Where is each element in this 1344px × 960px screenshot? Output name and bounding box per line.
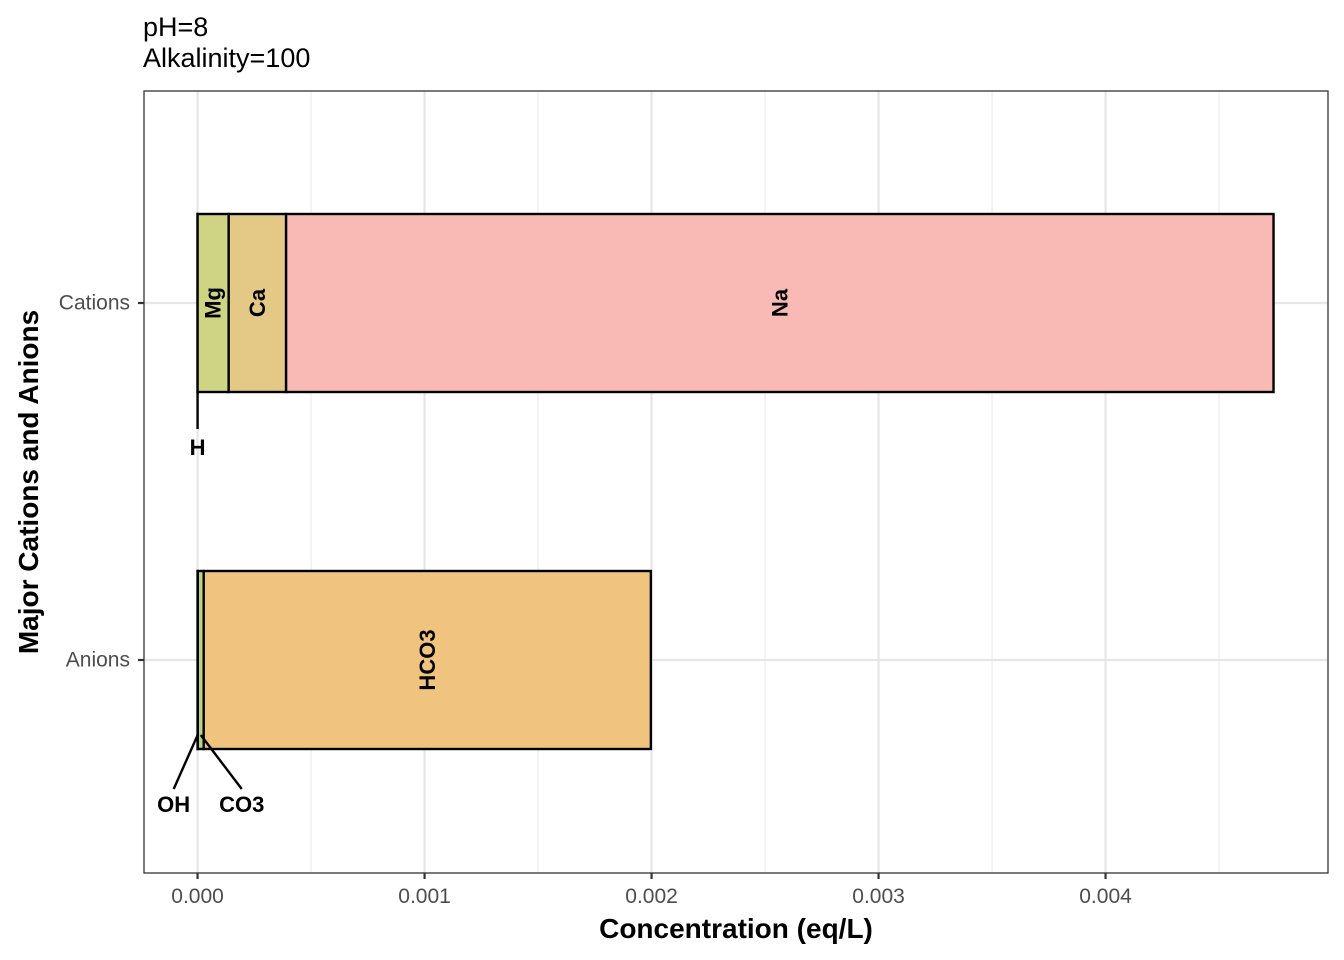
segment-label-ca: Ca [245,288,270,317]
callouts: H OH CO3 [157,392,264,817]
bar-segment-hco3 [202,569,653,751]
chart-title: pH=8 Alkalinity=100 [143,12,310,73]
bar-segment-mg [196,212,230,394]
title-line-ph: pH=8 [143,12,208,42]
x-axis-title: Concentration (eq/L) [599,913,873,944]
bars: Mg Ca Na HCO3 [196,212,1275,751]
callout-label-oh: OH [157,792,190,817]
bar-anions: HCO3 [196,569,653,751]
bar-segment-na [284,212,1275,394]
plot-panel-border [143,90,1329,874]
segment-label-mg: Mg [201,287,226,319]
x-tick-label: 0.000 [171,885,224,908]
x-axis: 0.000 0.001 0.002 0.003 0.004 [171,873,1132,908]
x-tick-label: 0.003 [852,885,905,908]
y-tick-label-anions: Anions [66,649,130,672]
segment-label-na: Na [767,288,792,317]
callout-line-oh [172,734,199,790]
x-tick-label: 0.002 [625,885,678,908]
y-tick-label-cations: Cations [59,292,130,315]
grid [144,91,1328,873]
segment-label-hco3: HCO3 [415,629,440,690]
bar-cations: Mg Ca Na [196,212,1275,394]
callout-label-co3: CO3 [219,792,264,817]
x-tick-label: 0.004 [1079,885,1132,908]
callout-label-h: H [190,435,206,460]
x-tick-label: 0.001 [398,885,451,908]
y-axis: Cations Anions [59,292,144,672]
callout-line-co3 [199,734,243,790]
title-line-alkalinity: Alkalinity=100 [143,43,310,73]
y-axis-title: Major Cations and Anions [13,310,44,654]
